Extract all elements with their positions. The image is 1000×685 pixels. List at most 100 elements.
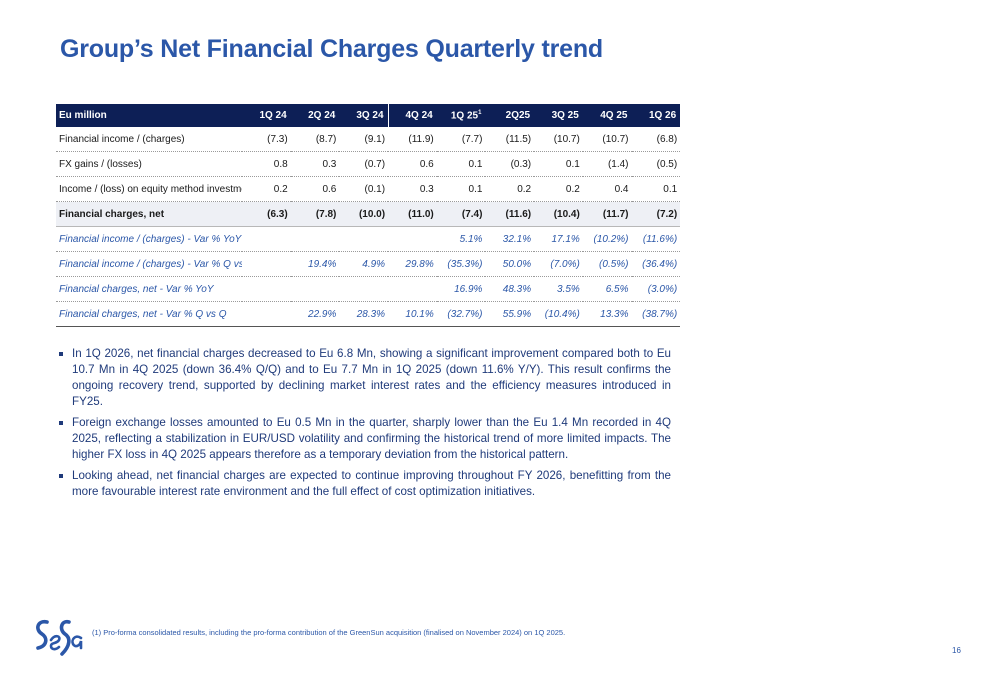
cell: 6.5%: [582, 276, 632, 302]
col-header: 3Q 25: [534, 104, 583, 127]
page-title: Group’s Net Financial Charges Quarterly …: [60, 35, 603, 63]
cell: 55.9%: [485, 301, 535, 327]
bullet-text: Looking ahead, net financial charges are…: [72, 469, 671, 498]
cell: [290, 276, 340, 302]
page-number: 16: [952, 646, 961, 655]
cell: 13.3%: [582, 301, 632, 327]
cell: (7.0%): [534, 251, 583, 277]
list-item: Looking ahead, net financial charges are…: [56, 468, 671, 500]
bullet-text: Foreign exchange losses amounted to Eu 0…: [72, 416, 671, 461]
cell: (10.2%): [582, 226, 632, 252]
cell: 28.3%: [339, 301, 389, 327]
bullet-icon: [59, 421, 63, 425]
list-item: In 1Q 2026, net financial charges decrea…: [56, 346, 671, 410]
cell: [339, 276, 389, 302]
table-row-pct: Financial income / (charges) - Var % Q v…: [56, 251, 681, 277]
cell: 0.3: [290, 151, 340, 177]
col-header: 3Q 24: [339, 104, 389, 127]
cell: 0.2: [534, 176, 583, 202]
sesa-logo: [36, 619, 83, 656]
cell: (10.0): [339, 201, 389, 227]
cell: (3.0%): [631, 276, 681, 302]
row-label: Income / (loss) on equity method investm…: [56, 176, 242, 202]
cell: (32.7%): [436, 301, 486, 327]
bullet-text: In 1Q 2026, net financial charges decrea…: [72, 347, 671, 408]
cell: (10.4%): [534, 301, 583, 327]
table-header-row: Eu million 1Q 24 2Q 24 3Q 24 4Q 24 1Q 25…: [56, 104, 681, 127]
cell: (7.2): [631, 201, 681, 227]
cell: (1.4): [582, 151, 632, 177]
cell: (7.7): [436, 127, 486, 152]
col-header: 1Q 26: [631, 104, 681, 127]
cell: (0.7): [339, 151, 389, 177]
row-label: Financial charges, net - Var % YoY: [56, 276, 242, 302]
cell: 0.2: [485, 176, 535, 202]
table-row: Income / (loss) on equity method investm…: [56, 176, 681, 202]
cell: (11.7): [582, 201, 632, 227]
commentary-list: In 1Q 2026, net financial charges decrea…: [56, 346, 671, 505]
table-row-pct: Financial charges, net - Var % Q vs Q 22…: [56, 301, 681, 327]
cell: 0.2: [242, 176, 291, 202]
cell: (7.8): [290, 201, 340, 227]
cell: (35.3%): [436, 251, 486, 277]
col-header: 2Q25: [485, 104, 535, 127]
cell: 0.1: [631, 176, 681, 202]
financial-charges-table: Eu million 1Q 24 2Q 24 3Q 24 4Q 24 1Q 25…: [56, 104, 681, 327]
header-label: Eu million: [56, 104, 242, 127]
footnote: (1) Pro-forma consolidated results, incl…: [92, 628, 566, 637]
cell: (10.7): [582, 127, 632, 152]
cell: 0.1: [436, 151, 486, 177]
cell: 10.1%: [388, 301, 437, 327]
row-label: Financial income / (charges) - Var % Q v…: [56, 251, 242, 277]
cell: (0.3): [485, 151, 535, 177]
cell: 32.1%: [485, 226, 535, 252]
cell: 0.6: [290, 176, 340, 202]
cell: 0.8: [242, 151, 291, 177]
cell: [242, 226, 291, 252]
cell: (8.7): [290, 127, 340, 152]
row-label: Financial income / (charges): [56, 127, 242, 152]
cell: [388, 226, 437, 252]
cell: (11.5): [485, 127, 535, 152]
table-row-pct: Financial income / (charges) - Var % YoY…: [56, 226, 681, 252]
cell: (11.6%): [631, 226, 681, 252]
cell: (0.5): [631, 151, 681, 177]
cell: 22.9%: [290, 301, 340, 327]
cell: [388, 276, 437, 302]
cell: (6.8): [631, 127, 681, 152]
list-item: Foreign exchange losses amounted to Eu 0…: [56, 415, 671, 463]
cell: 0.1: [436, 176, 486, 202]
cell: (11.9): [388, 127, 437, 152]
bullet-icon: [59, 474, 63, 478]
col-header-text: 1Q 25: [450, 110, 479, 122]
bullet-icon: [59, 352, 63, 356]
cell: (11.0): [388, 201, 437, 227]
col-header: 1Q 251: [436, 104, 486, 127]
cell: [290, 226, 340, 252]
cell: 3.5%: [534, 276, 583, 302]
cell: [242, 301, 291, 327]
cell: (10.7): [534, 127, 583, 152]
cell: [242, 251, 291, 277]
cell: 16.9%: [436, 276, 486, 302]
cell: [242, 276, 291, 302]
row-label: Financial charges, net: [56, 201, 242, 227]
cell: (10.4): [534, 201, 583, 227]
cell: (36.4%): [631, 251, 681, 277]
col-header: 1Q 24: [242, 104, 291, 127]
cell: [339, 226, 389, 252]
table-row-total: Financial charges, net (6.3) (7.8) (10.0…: [56, 201, 681, 227]
cell: 0.1: [534, 151, 583, 177]
col-header: 2Q 24: [290, 104, 340, 127]
cell: 48.3%: [485, 276, 535, 302]
cell: (6.3): [242, 201, 291, 227]
cell: 5.1%: [436, 226, 486, 252]
footnote-marker: 1: [478, 109, 482, 116]
cell: 29.8%: [388, 251, 437, 277]
cell: (38.7%): [631, 301, 681, 327]
cell: 0.4: [582, 176, 632, 202]
table-row-pct: Financial charges, net - Var % YoY 16.9%…: [56, 276, 681, 302]
cell: 50.0%: [485, 251, 535, 277]
col-header: 4Q 25: [582, 104, 632, 127]
cell: 19.4%: [290, 251, 340, 277]
